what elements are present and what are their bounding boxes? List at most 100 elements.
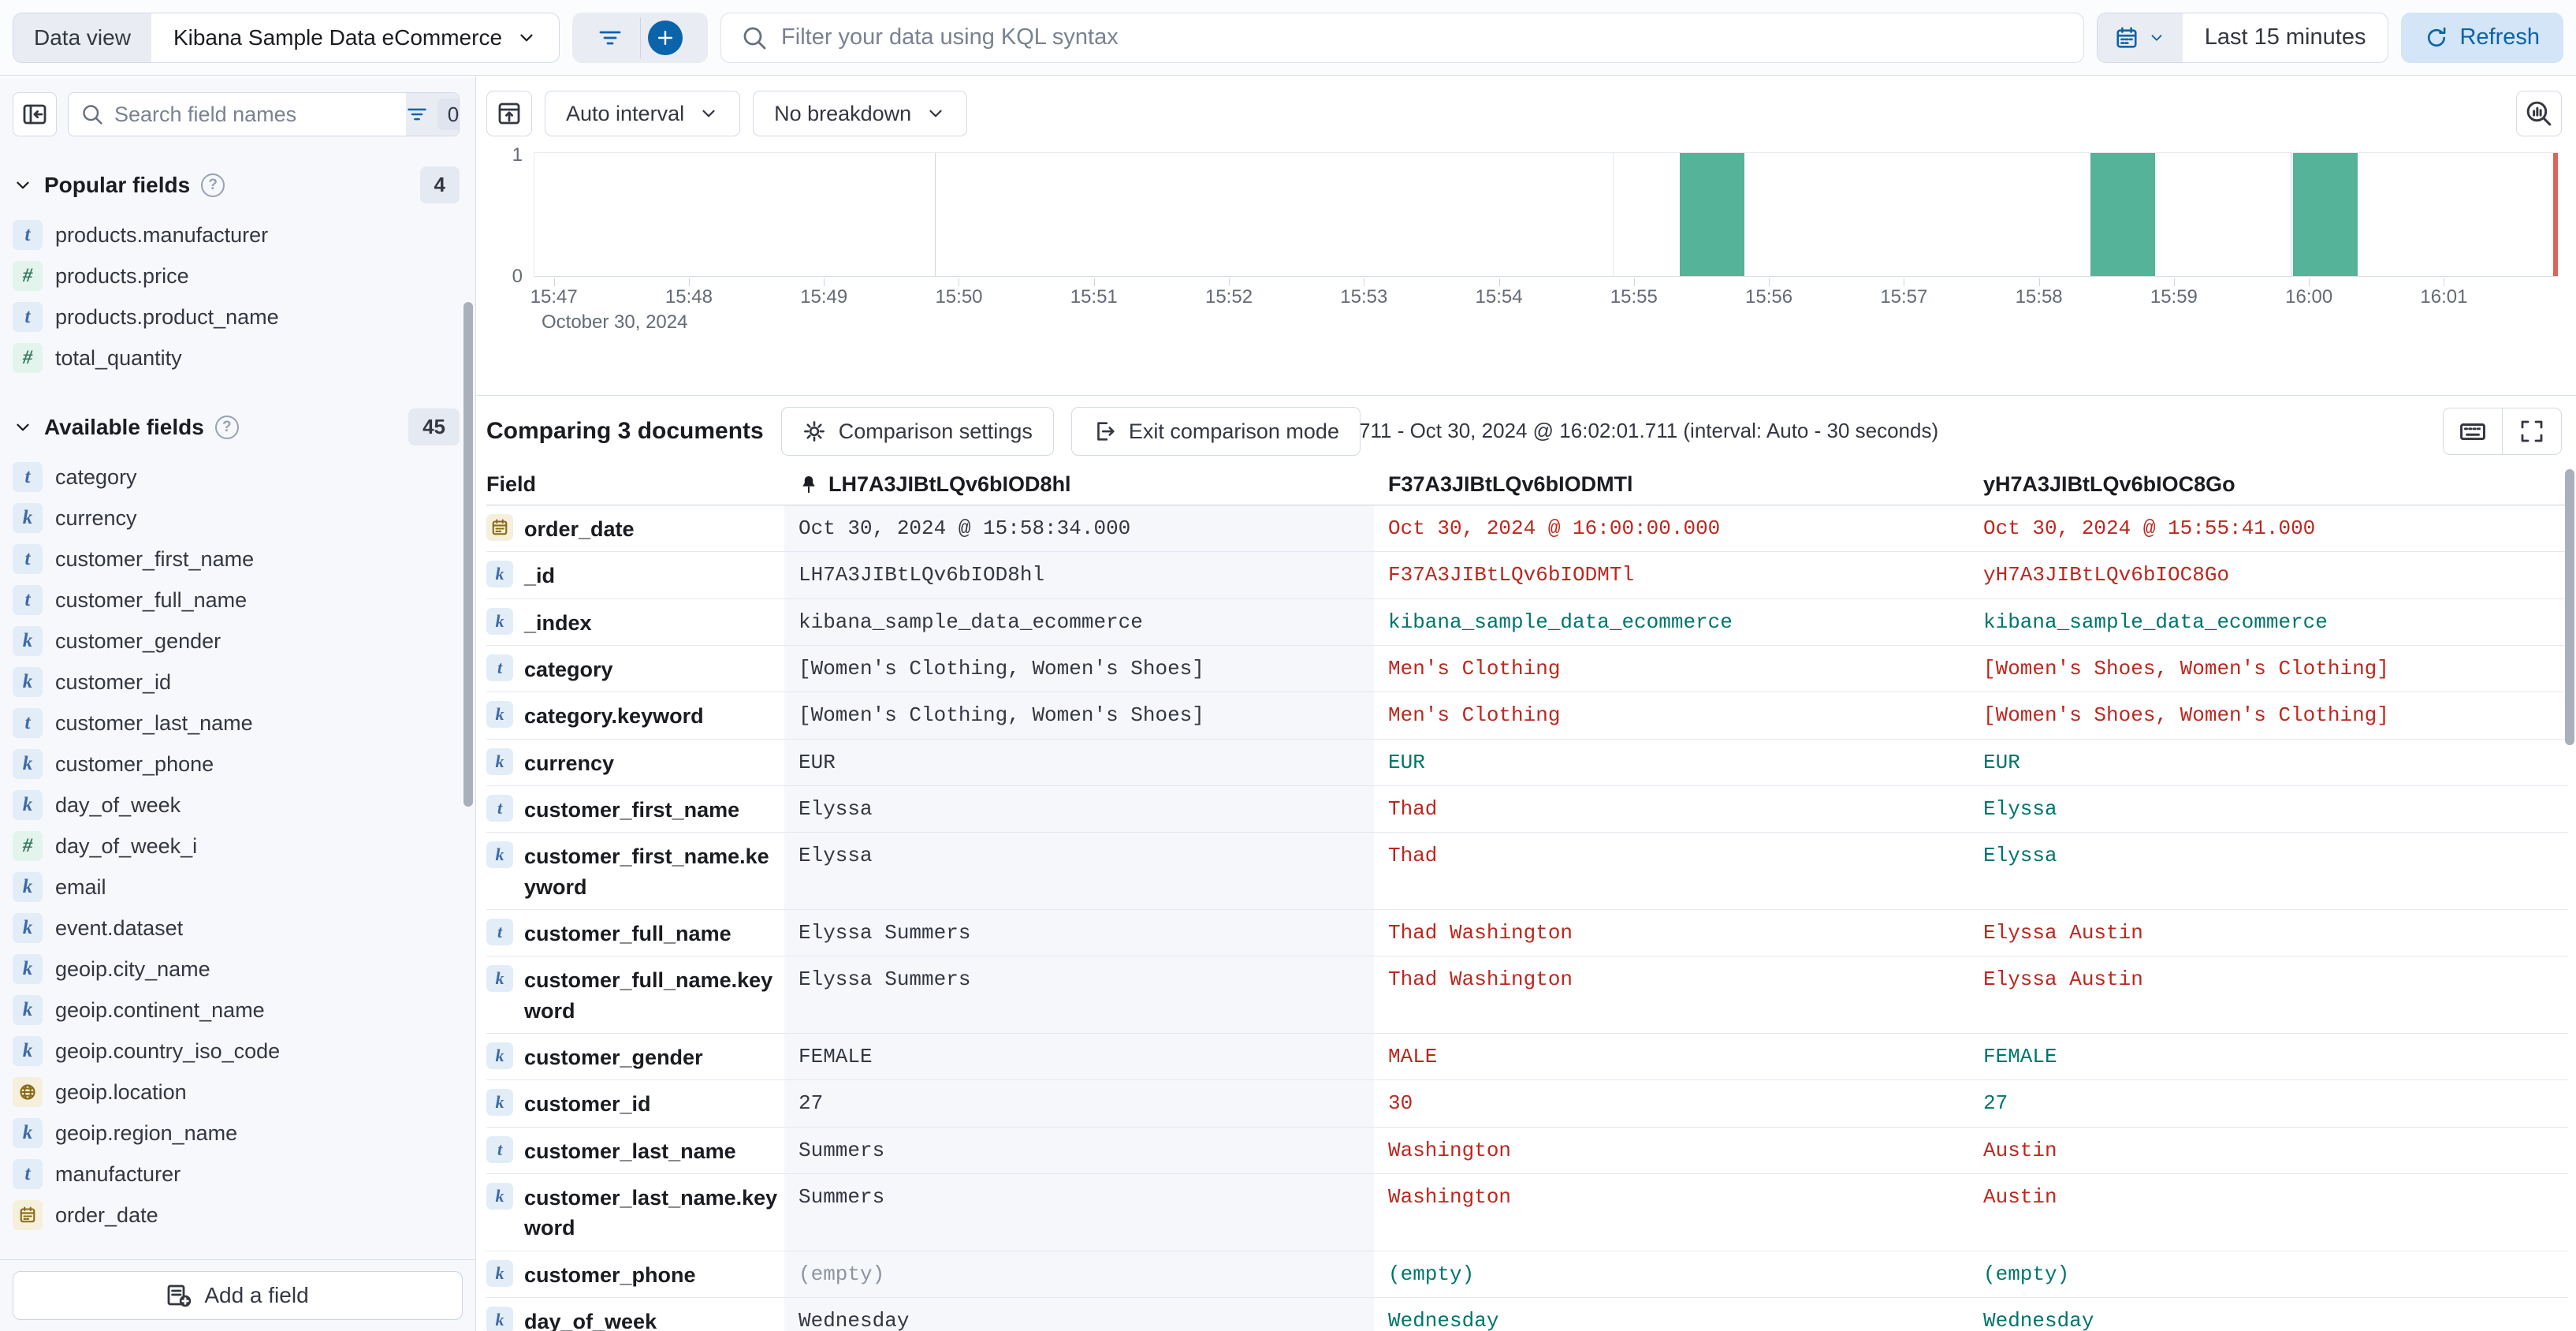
keyword-field-type-icon: k [13, 872, 43, 902]
number-field-type-icon: # [13, 343, 43, 373]
field-name-cell[interactable]: k currency [486, 740, 784, 785]
field-name-cell[interactable]: k category.keyword [486, 692, 784, 738]
document-value-cell: [Women's Clothing, Women's Shoes] [784, 692, 1374, 739]
field-name-cell[interactable]: k customer_last_name.keyword [486, 1174, 784, 1251]
field-name-cell[interactable]: k customer_phone [486, 1251, 784, 1297]
field-list-item[interactable]: k geoip.country_iso_code [0, 1031, 475, 1072]
x-axis-tick-label: 15:52 [1204, 286, 1253, 308]
filter-icon[interactable] [597, 25, 623, 50]
field-name-label: customer_full_name [524, 921, 731, 945]
field-list-item[interactable]: t customer_full_name [0, 580, 475, 621]
field-name-label: currency [524, 751, 615, 775]
kql-search-input[interactable] [781, 24, 2063, 50]
text-field-type-icon: t [13, 708, 43, 738]
keyboard-shortcuts-button[interactable] [2444, 408, 2502, 454]
document-value-cell: EUR [784, 739, 1374, 785]
document-value-cell: Thad Washington [1388, 920, 1573, 945]
x-axis-tick-label: 15:57 [1880, 286, 1928, 308]
field-list-item[interactable]: k geoip.region_name [0, 1113, 475, 1154]
interval-dropdown[interactable]: Auto interval [545, 91, 741, 136]
field-name-label: _id [524, 564, 556, 588]
keyword-field-type-icon: k [13, 1036, 43, 1066]
help-icon: ? [201, 173, 225, 197]
breakdown-dropdown[interactable]: No breakdown [753, 91, 968, 136]
edit-visualization-button[interactable] [2516, 91, 2562, 136]
field-item-label: total_quantity [55, 345, 182, 370]
hide-chart-button[interactable] [486, 91, 532, 136]
field-list-item[interactable]: k customer_gender [0, 621, 475, 662]
field-name-cell[interactable]: t category [486, 646, 784, 692]
comparison-settings-button[interactable]: Comparison settings [780, 407, 1054, 456]
field-name-cell[interactable]: k customer_full_name.keyword [486, 956, 784, 1033]
field-name-cell[interactable]: k day_of_week [486, 1298, 784, 1331]
document-value-cell: Elyssa Summers [784, 909, 1374, 956]
pin-icon[interactable] [798, 475, 819, 495]
histogram-controls: Auto interval No breakdown [486, 91, 2576, 136]
geo-field-type-icon [13, 1077, 43, 1107]
field-list-item[interactable]: t products.product_name [0, 296, 475, 337]
date-field-type-icon [13, 1200, 43, 1230]
field-list-item[interactable]: k email [0, 867, 475, 908]
field-name-cell[interactable]: t customer_last_name [486, 1128, 784, 1173]
field-list-item[interactable]: t category [0, 457, 475, 498]
y-axis-max-label: 1 [512, 144, 523, 166]
exit-comparison-button[interactable]: Exit comparison mode [1070, 407, 1361, 456]
field-name-cell[interactable]: k customer_id [486, 1080, 784, 1126]
document-value-cell: 30 [1388, 1091, 1413, 1116]
table-scrollbar[interactable] [2565, 469, 2574, 745]
chevron-down-icon [698, 103, 719, 124]
field-list-item[interactable]: t customer_first_name [0, 539, 475, 580]
field-name-label: customer_gender [524, 1045, 703, 1069]
field-search-input[interactable] [114, 102, 393, 127]
add-field-button[interactable]: Add a field [13, 1271, 463, 1320]
collapse-sidebar-button[interactable] [13, 92, 57, 136]
popular-fields-title: Popular fields [44, 172, 191, 197]
document-value-cell: F37A3JIBtLQv6bIODMTl [1388, 563, 1635, 587]
gear-icon [802, 419, 826, 443]
top-bar: Data view Kibana Sample Data eCommerce L… [0, 0, 2576, 76]
field-name-cell[interactable]: k _id [486, 552, 784, 598]
field-filter-button[interactable]: 0 [406, 93, 459, 136]
field-list-item[interactable]: t manufacturer [0, 1154, 475, 1195]
table-row: t customer_last_name Summers Washington Aust… [486, 1127, 2568, 1174]
histogram-bar[interactable] [1679, 153, 1745, 276]
field-name-cell[interactable]: order_date [486, 505, 784, 551]
fullscreen-button[interactable] [2503, 408, 2561, 454]
doc-column-header: F37A3JIBtLQv6bIODMTl [1388, 472, 1633, 496]
field-list-item[interactable]: t customer_last_name [0, 703, 475, 744]
refresh-button[interactable]: Refresh [2401, 12, 2563, 63]
field-list-item[interactable]: # total_quantity [0, 337, 475, 378]
field-list-item[interactable]: # day_of_week_i [0, 826, 475, 867]
field-list-item[interactable]: t products.manufacturer [0, 214, 475, 255]
table-body: order_date Oct 30, 2024 @ 15:58:34.000 Oct… [486, 505, 2568, 1331]
doc-column-header: yH7A3JIBtLQv6bIOC8Go [1983, 472, 2235, 496]
field-name-cell[interactable]: k _index [486, 599, 784, 645]
field-name-cell[interactable]: t customer_full_name [486, 910, 784, 956]
field-list-item[interactable]: k event.dataset [0, 908, 475, 949]
chart-gridline [1613, 153, 1614, 276]
field-list-item[interactable]: k currency [0, 498, 475, 539]
field-name-cell[interactable]: k customer_first_name.keyword [486, 833, 784, 909]
chevron-down-icon [13, 175, 33, 196]
text-field-type-icon: t [486, 1135, 513, 1163]
data-view-picker[interactable]: Data view Kibana Sample Data eCommerce [13, 12, 560, 63]
field-list-item[interactable]: k day_of_week [0, 785, 475, 826]
field-list-item[interactable]: order_date [0, 1195, 475, 1236]
field-list-item[interactable]: geoip.location [0, 1072, 475, 1113]
field-list-item[interactable]: # products.price [0, 255, 475, 296]
field-list-item[interactable]: k geoip.city_name [0, 949, 475, 990]
add-filter-button[interactable] [648, 20, 683, 55]
available-fields-header[interactable]: Available fields ? 45 [0, 408, 475, 446]
popular-fields-header[interactable]: Popular fields ? 4 [0, 166, 475, 203]
field-list-item[interactable]: k customer_id [0, 662, 475, 703]
sidebar-scrollbar[interactable] [463, 302, 473, 807]
time-range-value[interactable]: Last 15 minutes [2204, 24, 2366, 50]
kql-search-bar[interactable] [720, 12, 2084, 63]
field-name-cell[interactable]: t customer_first_name [486, 786, 784, 832]
field-list-item[interactable]: k geoip.continent_name [0, 990, 475, 1031]
histogram-bar[interactable] [2292, 153, 2358, 276]
calendar-button[interactable] [2097, 13, 2183, 62]
field-name-cell[interactable]: k customer_gender [486, 1034, 784, 1079]
histogram-bar[interactable] [2090, 153, 2156, 276]
field-list-item[interactable]: k customer_phone [0, 744, 475, 785]
